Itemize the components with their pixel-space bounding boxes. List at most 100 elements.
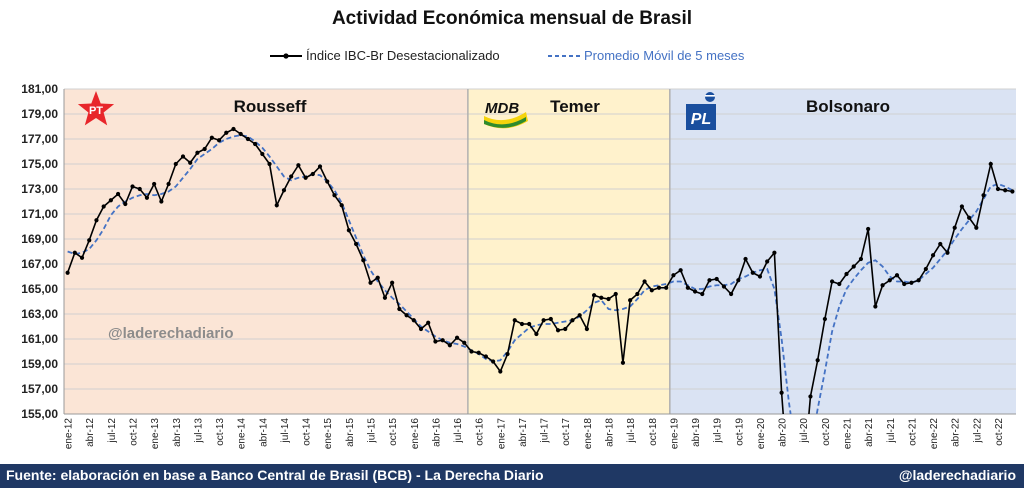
data-point-ibc-br xyxy=(195,150,200,155)
data-point-ibc-br xyxy=(822,316,827,322)
y-tick-label: 163,00 xyxy=(21,307,58,321)
x-tick-label: jul-22 xyxy=(972,418,983,444)
data-point-ibc-br xyxy=(995,186,1001,192)
data-point-ibc-br xyxy=(202,146,207,152)
period-band-0 xyxy=(64,89,468,414)
series-group xyxy=(65,126,1015,414)
data-point-ibc-br xyxy=(418,326,424,332)
y-tick-label: 159,00 xyxy=(21,357,58,371)
y-tick-label: 175,00 xyxy=(21,157,58,171)
y-tick-label: 179,00 xyxy=(21,107,58,121)
data-point-ibc-br xyxy=(404,313,409,318)
data-point-ibc-br xyxy=(714,276,719,282)
data-point-ibc-br xyxy=(137,186,142,192)
data-point-ibc-br xyxy=(303,175,308,180)
data-point-ibc-br xyxy=(577,313,582,318)
pt-logo-star xyxy=(77,91,115,126)
watermark-annotation: @laderechadiario xyxy=(108,325,234,342)
data-point-ibc-br xyxy=(368,280,373,285)
data-point-ibc-br xyxy=(382,295,388,300)
period-label-temer: Temer xyxy=(550,97,600,116)
data-point-ibc-br xyxy=(159,199,164,204)
data-point-ibc-br xyxy=(707,278,712,283)
data-point-ibc-br xyxy=(952,225,957,230)
y-tick-label: 155,00 xyxy=(21,407,58,421)
legend-swatch-ibc-br xyxy=(270,52,302,59)
data-point-ibc-br xyxy=(245,136,251,142)
x-tick-label: abr-19 xyxy=(691,418,702,447)
chart-title: Actividad Económica mensual de Brasil xyxy=(331,8,693,29)
series-line-moving-average xyxy=(67,134,1013,414)
data-point-ibc-br xyxy=(779,390,784,395)
x-tick-label: jul-14 xyxy=(280,418,291,444)
data-point-ibc-br xyxy=(72,250,77,255)
x-tick-label: oct-17 xyxy=(561,418,572,446)
period-band-2 xyxy=(669,89,1016,414)
x-tick-label: abr-17 xyxy=(518,418,529,447)
data-point-ibc-br xyxy=(152,181,157,187)
pl-logo: PL xyxy=(686,92,716,130)
x-tick-label: abr-22 xyxy=(951,418,962,447)
data-point-ibc-br xyxy=(166,181,171,187)
footer-handle: @laderechadiario xyxy=(898,467,1016,483)
y-tick-label: 171,00 xyxy=(21,207,58,221)
x-tick-label: ene-16 xyxy=(410,418,421,450)
data-point-ibc-br xyxy=(815,358,820,363)
period-band-1 xyxy=(467,89,670,414)
data-point-ibc-br xyxy=(837,281,842,287)
data-point-ibc-br xyxy=(563,326,568,332)
y-tick-label: 181,00 xyxy=(21,82,58,96)
data-point-ibc-br xyxy=(375,275,380,280)
data-point-ibc-br xyxy=(469,349,474,354)
pt-logo: PT xyxy=(77,91,115,126)
data-point-ibc-br xyxy=(765,259,770,264)
data-point-ibc-br xyxy=(447,343,452,348)
data-point-ibc-br xyxy=(930,253,936,258)
x-tick-label: abr-21 xyxy=(864,418,875,447)
data-point-ibc-br xyxy=(238,131,243,137)
data-point-ibc-br xyxy=(628,298,633,303)
x-tick-label: oct-15 xyxy=(388,418,399,446)
data-point-ibc-br xyxy=(123,201,128,207)
y-tick-label: 157,00 xyxy=(21,382,58,396)
y-tick-label: 177,00 xyxy=(21,132,58,146)
data-point-ibc-br xyxy=(411,318,416,323)
data-point-ibc-br xyxy=(620,360,626,365)
x-tick-label: oct-13 xyxy=(215,418,226,446)
data-point-ibc-br xyxy=(685,285,690,290)
data-point-ibc-br xyxy=(332,193,337,198)
legend: Índice IBC-Br Desestacionalizado Promedi… xyxy=(0,48,1024,68)
x-tick-label: jul-21 xyxy=(886,418,897,444)
legend-label-moving-average: Promedio Móvil de 5 meses xyxy=(584,48,745,63)
data-point-ibc-br xyxy=(426,320,431,325)
pt-logo-text: PT xyxy=(89,105,103,117)
data-point-ibc-br xyxy=(750,270,755,275)
x-tick-label: jul-20 xyxy=(799,418,810,444)
data-point-ibc-br xyxy=(866,226,871,232)
data-point-ibc-br xyxy=(144,195,150,200)
x-tick-label: abr-18 xyxy=(605,418,616,447)
data-point-ibc-br xyxy=(339,203,344,208)
data-point-ibc-br xyxy=(1003,188,1008,193)
data-point-ibc-br xyxy=(959,204,965,209)
x-tick-label: ene-21 xyxy=(843,418,854,450)
y-tick-label: 169,00 xyxy=(21,232,58,246)
data-point-ibc-br xyxy=(671,273,676,278)
data-point-ibc-br xyxy=(79,255,85,260)
data-point-ibc-br xyxy=(267,161,272,167)
data-point-ibc-br xyxy=(945,250,950,255)
data-point-ibc-br xyxy=(599,295,604,300)
data-point-ibc-br xyxy=(873,304,878,309)
data-point-ibc-br xyxy=(433,339,438,344)
y-tick-label: 167,00 xyxy=(21,257,58,271)
data-point-ibc-br xyxy=(317,164,323,169)
data-point-ibc-br xyxy=(115,191,121,197)
data-point-ibc-br xyxy=(736,278,741,283)
data-point-ibc-br xyxy=(635,291,640,297)
x-tick-label: ene-20 xyxy=(756,418,767,450)
pl-logo-circle-stripe xyxy=(705,95,715,97)
data-point-ibc-br xyxy=(476,350,481,355)
x-tick-label: ene-19 xyxy=(669,418,680,450)
data-point-ibc-br xyxy=(844,271,849,277)
data-point-ibc-br xyxy=(440,338,445,343)
